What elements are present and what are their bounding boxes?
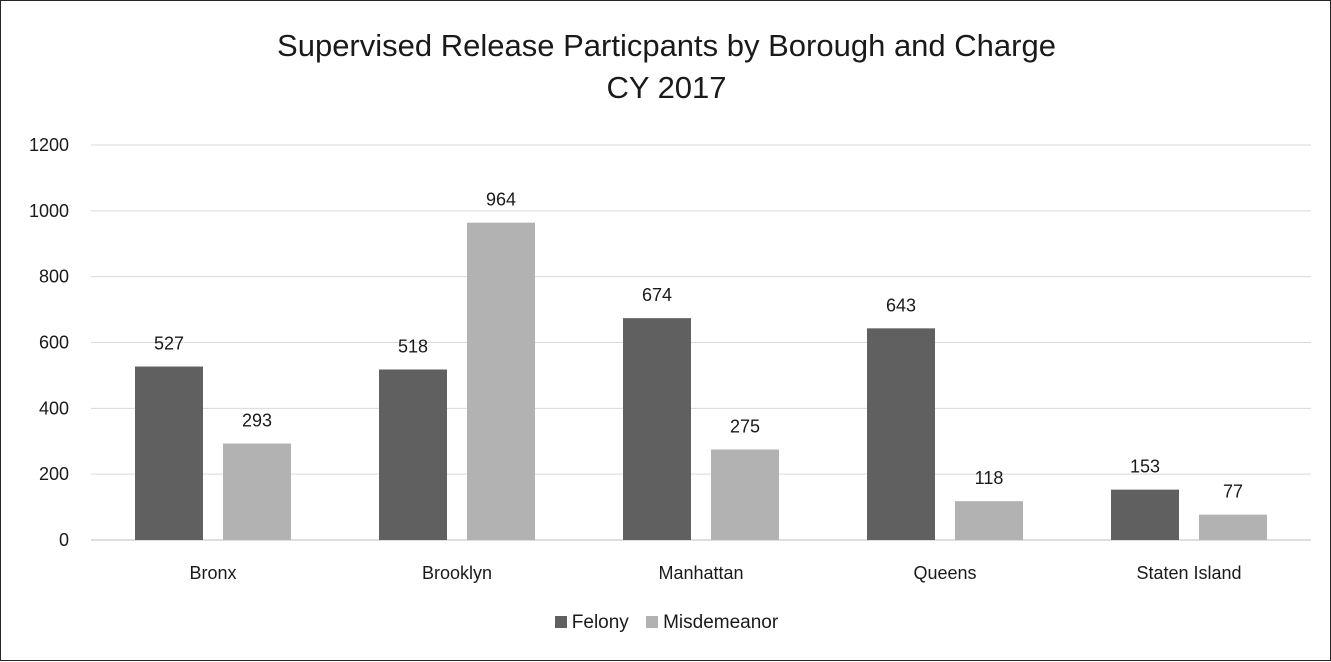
bar-felony [379, 369, 447, 540]
data-label-misdemeanor: 77 [1223, 482, 1243, 502]
legend-label-misdemeanor: Misdemeanor [663, 612, 779, 633]
data-label-felony: 518 [398, 336, 428, 356]
bar-misdemeanor [467, 222, 535, 540]
y-tick-label: 400 [39, 398, 69, 418]
x-tick-label: Manhattan [658, 563, 743, 583]
bar-felony [623, 318, 691, 540]
data-label-misdemeanor: 275 [730, 416, 760, 436]
legend-item-misdemeanor: Misdemeanor [646, 610, 778, 636]
y-tick-label: 0 [59, 530, 69, 550]
y-tick-label: 800 [39, 267, 69, 287]
x-tick-label: Brooklyn [422, 563, 492, 583]
x-tick-label: Bronx [189, 563, 236, 583]
legend-swatch-misdemeanor [646, 616, 659, 628]
data-label-misdemeanor: 118 [975, 468, 1004, 488]
data-labels: 527 293 518 964 674 275 643 118 153 77 [154, 190, 1243, 502]
y-tick-label: 600 [39, 333, 69, 353]
bar-misdemeanor [955, 501, 1023, 540]
x-tick-label: Staten Island [1136, 563, 1241, 583]
data-label-felony: 527 [154, 334, 184, 354]
bar-misdemeanor [1199, 514, 1267, 540]
y-tick-label: 200 [39, 464, 69, 484]
y-tick-label: 1000 [29, 201, 69, 221]
data-label-felony: 153 [1130, 457, 1160, 477]
x-tick-label: Queens [913, 563, 976, 583]
legend-item-felony: Felony [554, 610, 629, 636]
data-label-felony: 643 [886, 295, 916, 315]
legend: Felony Misdemeanor [1, 610, 1331, 636]
data-label-misdemeanor: 293 [242, 411, 272, 431]
chart-title: Supervised Release Particpants by Boroug… [1, 25, 1331, 109]
y-axis-tick-labels: 0 200 400 600 800 1000 1200 [29, 135, 69, 550]
bar-misdemeanor [223, 443, 291, 540]
legend-swatch-felony [554, 616, 567, 628]
chart-subtitle: CY 2017 [606, 70, 727, 105]
bar-felony [1111, 489, 1179, 540]
chart-title-line: Supervised Release Particpants by Boroug… [277, 28, 1056, 63]
bars [135, 222, 1267, 540]
legend-label-felony: Felony [571, 612, 629, 633]
x-axis-tick-labels: Bronx Brooklyn Manhattan Queens Staten Islan… [189, 563, 1241, 583]
bar-misdemeanor [711, 449, 779, 540]
gridlines [91, 144, 1311, 541]
bar-felony [135, 366, 203, 540]
bar-felony [867, 328, 935, 540]
data-label-misdemeanor: 964 [486, 190, 516, 210]
data-label-felony: 674 [642, 285, 672, 305]
y-tick-label: 1200 [29, 135, 69, 155]
